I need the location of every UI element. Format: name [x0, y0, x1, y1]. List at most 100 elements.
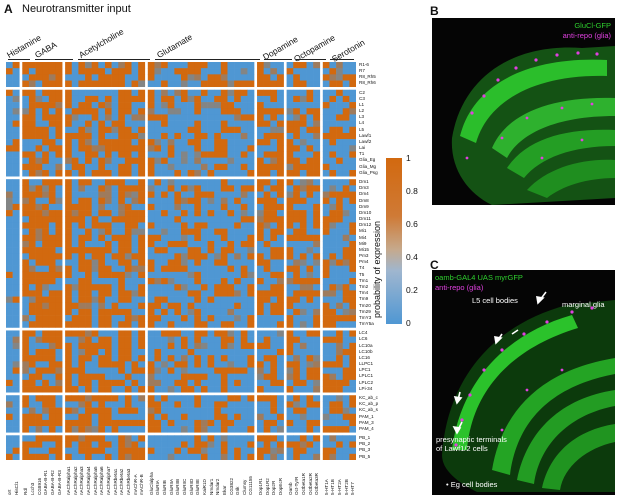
heatmap-cell: [104, 95, 112, 103]
heatmap-cell: [48, 74, 56, 81]
heatmap-cell: [293, 132, 301, 140]
heatmap-cell: [85, 253, 92, 260]
heatmap-cell: [240, 321, 248, 328]
heatmap-cell: [85, 447, 92, 455]
heatmap-cell: [147, 179, 155, 186]
heatmap-cell: [55, 348, 63, 356]
heatmap-cell: [263, 367, 271, 374]
heatmap-cell: [138, 419, 146, 427]
heatmap-cell: [12, 210, 20, 217]
heatmap-cell: [276, 348, 284, 356]
heatmap-cell: [131, 355, 139, 362]
heatmap-cell: [167, 247, 175, 254]
heatmap-cell: [111, 321, 119, 328]
heatmap-cell: [336, 441, 344, 448]
heatmap-cell: [174, 145, 182, 152]
heatmap-cell: [71, 191, 79, 199]
heatmap-cell: [28, 247, 36, 254]
heatmap-cell: [299, 447, 307, 455]
heatmap-cell: [220, 89, 228, 97]
heatmap-cell: [111, 453, 119, 460]
heatmap-cell: [187, 407, 195, 415]
heatmap-cell: [276, 222, 284, 229]
heatmap-cell: [167, 435, 175, 442]
heatmap-cell: [55, 426, 63, 433]
heatmap-cell: [55, 379, 63, 387]
heatmap-cell: [234, 401, 242, 408]
heatmap-cell: [167, 336, 175, 344]
heatmap-cell: [85, 108, 92, 115]
heatmap-cell: [349, 386, 356, 393]
heatmap-cell: [207, 407, 215, 415]
heatmap-cell: [104, 222, 112, 229]
heatmap-cell: [28, 373, 36, 381]
heatmap-cell: [42, 296, 50, 304]
heatmap-cell: [187, 170, 195, 177]
heatmap-cell: [48, 216, 56, 223]
heatmap-cell: [240, 253, 248, 260]
heatmap-cell: [270, 259, 278, 266]
heatmap-cell: [234, 321, 242, 328]
heatmap-cell: [240, 234, 248, 242]
heatmap-cell: [240, 342, 248, 350]
heatmap-cell: [293, 145, 301, 152]
heatmap-cell: [220, 336, 228, 344]
heatmap-cell: [28, 170, 36, 177]
heatmap-cell: [342, 290, 350, 297]
heatmap-cell: [104, 102, 112, 109]
heatmap-cell: [85, 62, 92, 69]
heatmap-cell: [167, 89, 175, 97]
heatmap-cell: [336, 426, 344, 433]
heatmap-cell: [147, 240, 155, 248]
heatmap-cell: [35, 361, 43, 368]
heatmap-cell: [187, 163, 195, 171]
heatmap-cell: [194, 284, 202, 291]
heatmap-cell: [263, 89, 271, 97]
heatmap-cell: [322, 321, 330, 328]
heatmap-cell: [349, 302, 356, 310]
heatmap-cell: [342, 95, 350, 103]
heatmap-cell: [240, 102, 248, 109]
heatmap-cell: [131, 278, 139, 285]
heatmap-cell: [131, 132, 139, 140]
heatmap-cell: [104, 114, 112, 121]
heatmap-cell: [293, 228, 301, 236]
column-label: Ekar: [221, 485, 227, 495]
heatmap-cell: [48, 157, 56, 165]
heatmap-cell: [111, 185, 119, 192]
heatmap-cell: [313, 426, 321, 433]
heatmap-cell: [104, 308, 112, 316]
heatmap-cell: [35, 170, 43, 177]
heatmap-cell: [313, 234, 321, 242]
heatmap-cell: [78, 240, 86, 248]
heatmap-cell: [286, 348, 294, 356]
heatmap-cell: [55, 157, 63, 165]
heatmap-cell: [28, 197, 36, 205]
heatmap-cell: [263, 348, 271, 356]
heatmap-cell: [263, 114, 271, 121]
heatmap-cell: [48, 426, 56, 433]
heatmap-cell: [85, 348, 92, 356]
heatmap-cell: [154, 68, 162, 75]
heatmap-cell: [138, 290, 146, 297]
heatmap-cell: [111, 401, 119, 408]
heatmap-cell: [111, 336, 119, 344]
heatmap-cell: [78, 203, 86, 211]
heatmap-cell: [349, 441, 356, 448]
heatmap-cell: [234, 62, 242, 69]
heatmap-cell: [91, 413, 99, 421]
row-label: Lai: [359, 145, 366, 151]
heatmap-cell: [306, 95, 314, 103]
heatmap-cell: [65, 296, 73, 304]
heatmap-cell: [98, 170, 106, 177]
heatmap-cell: [104, 80, 112, 88]
heatmap-cell: [98, 453, 106, 460]
heatmap-cell: [85, 210, 92, 217]
heatmap-cell: [78, 157, 86, 165]
heatmap-cell: [12, 271, 20, 279]
heatmap-cell: [187, 395, 195, 402]
heatmap-cell: [336, 413, 344, 421]
column-label: CG8916: [36, 477, 42, 495]
heatmap-cell: [111, 80, 119, 88]
heatmap-cell: [322, 435, 330, 442]
